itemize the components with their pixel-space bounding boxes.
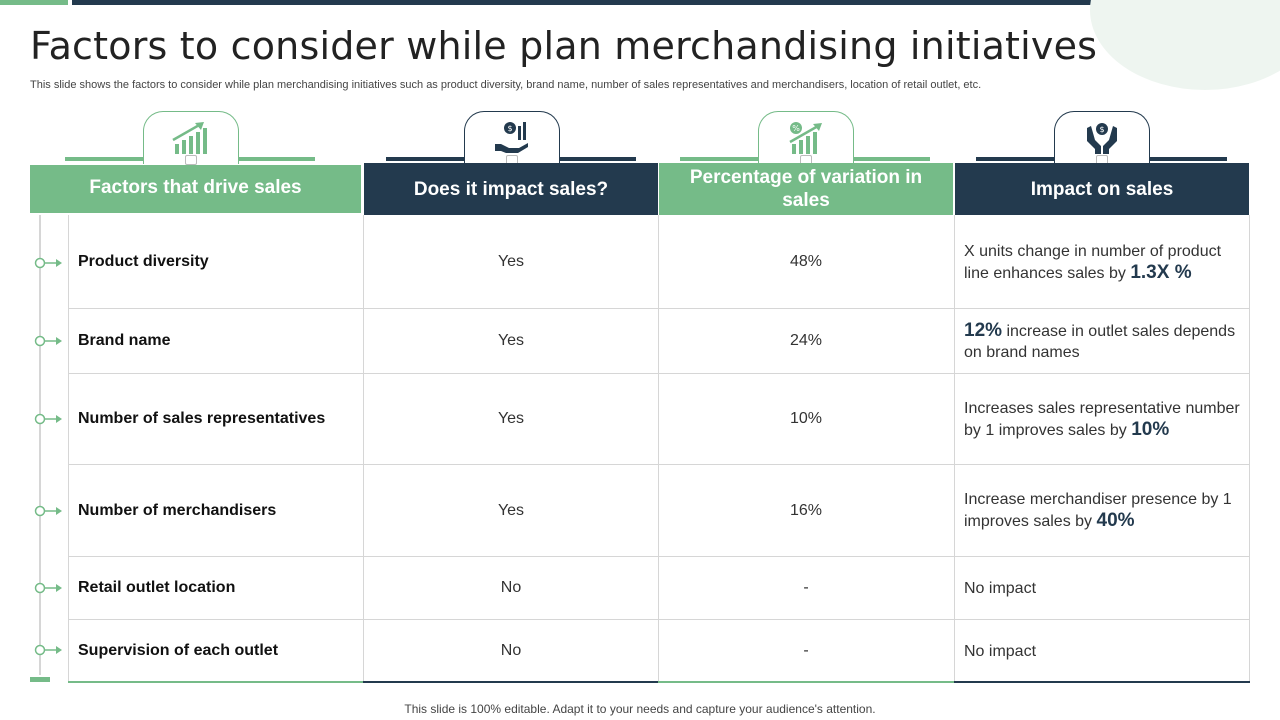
row-factor: Number of merchandisers — [78, 501, 277, 519]
row-factor: Brand name — [78, 332, 171, 349]
row-variation: 48% — [789, 253, 823, 270]
row-variation: 16% — [789, 501, 823, 519]
header-impact-on-sales: Impact on sales — [955, 163, 1249, 215]
arrow-bullet-icon — [34, 644, 62, 656]
row-factor: Supervision of each outlet — [78, 641, 279, 659]
header-variation: Percentage of variation in sales — [659, 163, 953, 215]
row-variation: - — [803, 641, 809, 659]
arrow-bullet-icon — [34, 413, 62, 425]
grid-line — [954, 215, 955, 682]
header-icon-4: $ — [976, 111, 1227, 165]
row-impact-description: No impact — [964, 642, 1037, 660]
grid-line — [1249, 215, 1250, 682]
row-factor: Product diversity — [78, 253, 209, 270]
grid-line — [658, 215, 659, 682]
row-impact-description: X units change in number of product line… — [964, 242, 1222, 283]
growth-percent-icon: % — [789, 122, 822, 154]
row-impact: Yes — [497, 501, 525, 519]
row-impact: Yes — [497, 253, 525, 270]
row-variation: 24% — [789, 332, 823, 349]
timeline-rail — [39, 215, 41, 675]
arrow-bullet-icon — [34, 257, 62, 269]
grid-line — [68, 215, 69, 682]
row-impact-description: No impact — [964, 580, 1037, 597]
grid-line — [68, 464, 1250, 465]
grid-line — [68, 619, 1250, 620]
row-impact: No — [500, 579, 522, 596]
grid-line — [68, 556, 1250, 557]
row-impact: Yes — [497, 332, 525, 349]
grid-line — [363, 215, 364, 682]
arrow-bullet-icon — [34, 505, 62, 517]
table-bottom-border — [68, 681, 1250, 683]
row-impact-description: 12% increase in outlet sales depends on … — [964, 319, 1236, 361]
money-hand-icon: $ — [495, 122, 528, 153]
row-impact-description: Increases sales representative number by… — [964, 399, 1240, 440]
grid-line — [68, 373, 1250, 374]
hands-money-icon: $ — [1087, 123, 1117, 154]
row-impact-description: Increase merchandiser presence by 1 impr… — [964, 491, 1232, 531]
row-impact: No — [500, 641, 522, 659]
top-accent-bar-dark — [72, 0, 1280, 5]
growth-chart-icon — [172, 122, 207, 154]
svg-text:%: % — [792, 124, 800, 133]
header-factors: Factors that drive sales — [30, 165, 361, 213]
row-factor: Retail outlet location — [78, 579, 236, 596]
row-impact: Yes — [497, 410, 525, 427]
row-variation: - — [803, 579, 809, 596]
header-icon-2: $ — [386, 111, 636, 165]
row-variation: 10% — [789, 410, 823, 427]
header-impact: Does it impact sales? — [364, 163, 658, 215]
top-accent-bar-green — [0, 0, 68, 5]
svg-text:$: $ — [1099, 125, 1104, 134]
arrow-bullet-icon — [34, 582, 62, 594]
svg-text:$: $ — [507, 124, 512, 133]
row-factor: Number of sales representatives — [78, 410, 326, 427]
slide-subtitle: This slide shows the factors to consider… — [30, 79, 982, 91]
slide-title: Factors to consider while plan merchandi… — [30, 24, 1098, 68]
timeline-cap — [30, 677, 50, 682]
arrow-bullet-icon — [34, 335, 62, 347]
grid-line — [68, 308, 1250, 309]
corner-decoration — [1090, 0, 1280, 90]
slide-footer: This slide is 100% editable. Adapt it to… — [404, 702, 876, 716]
header-icon-3: % — [680, 111, 930, 165]
header-icon-1 — [65, 111, 315, 165]
